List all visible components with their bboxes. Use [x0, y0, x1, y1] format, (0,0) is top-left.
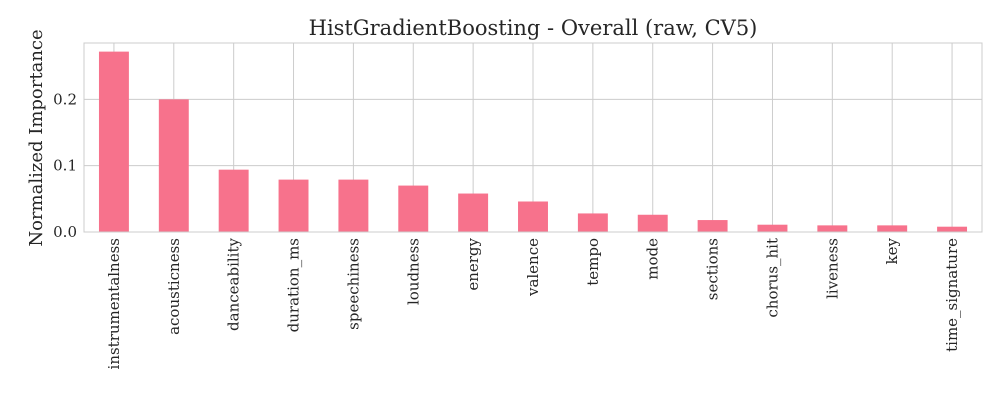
bar-instrumentalness — [98, 51, 129, 233]
grid-lines — [84, 43, 982, 233]
x-tick-label: sections — [704, 238, 722, 300]
bars — [98, 51, 968, 233]
x-tick-label: instrumentalness — [105, 238, 123, 369]
x-tick-label: acousticness — [165, 238, 183, 335]
x-tick-label: tempo — [584, 238, 602, 286]
y-tick-label: 0.2 — [53, 90, 77, 108]
x-tick-label: loudness — [404, 238, 422, 305]
bar-chorus_hit — [757, 224, 788, 232]
bar-valence — [518, 201, 548, 232]
x-tick-label: energy — [464, 237, 482, 290]
bar-time_signature — [937, 226, 968, 232]
x-tick-label: liveness — [823, 238, 841, 299]
bar-loudness — [398, 185, 429, 232]
x-tick-label: danceability — [225, 237, 243, 330]
bar-key — [877, 225, 908, 232]
bar-danceability — [218, 169, 249, 232]
bar-energy — [458, 193, 489, 232]
x-tick-label: duration_ms — [285, 238, 303, 332]
y-tick-label: 0.0 — [53, 223, 77, 241]
x-ticks: instrumentalness acousticness danceability… — [105, 237, 961, 369]
y-tick-label: 0.1 — [53, 157, 77, 175]
x-tick-label: valence — [524, 238, 542, 297]
y-axis-label: Normalized Importance — [26, 29, 47, 246]
x-tick-label: key — [883, 237, 901, 264]
y-ticks: 0.0 0.1 0.2 — [53, 90, 77, 241]
x-tick-label: time_signature — [943, 238, 961, 352]
bar-speechiness — [338, 179, 369, 232]
plot-frame — [83, 42, 983, 233]
chart-title: HistGradientBoosting - Overall (raw, CV5… — [309, 16, 758, 40]
bar-sections — [697, 220, 728, 232]
x-tick-label: mode — [644, 238, 662, 280]
bar-duration_ms — [278, 179, 309, 232]
x-tick-label: speechiness — [344, 238, 362, 330]
bar-tempo — [577, 213, 608, 232]
x-tick-label: chorus_hit — [763, 238, 781, 318]
bar-mode — [637, 214, 668, 232]
bar-liveness — [817, 225, 848, 232]
bar-acousticness — [158, 99, 189, 232]
